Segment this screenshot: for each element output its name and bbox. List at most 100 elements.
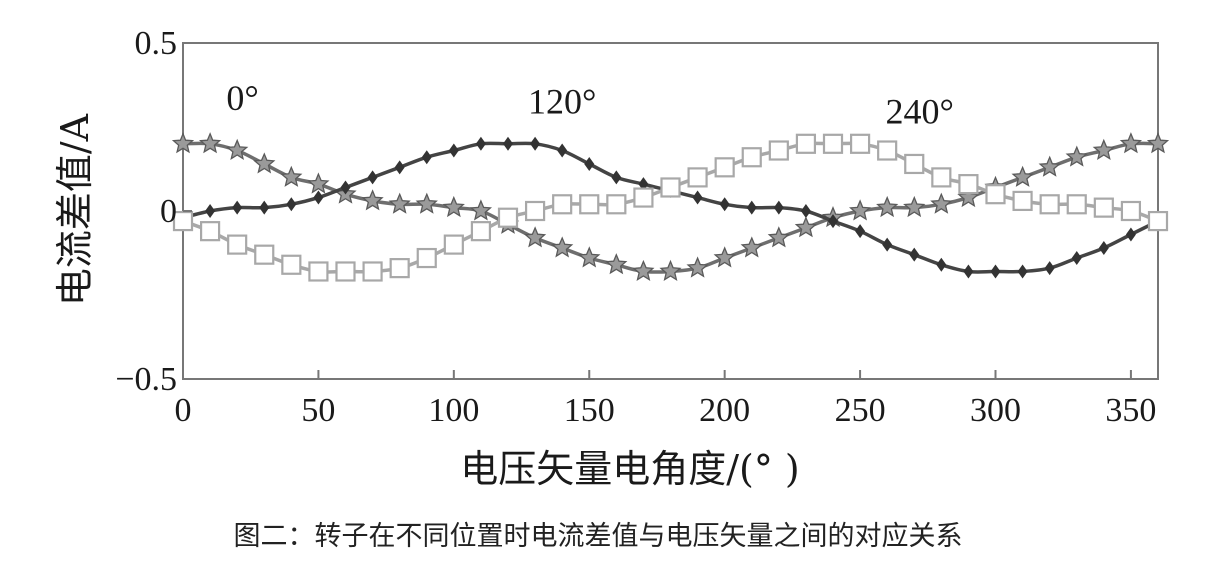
data-point: [1092, 138, 1115, 160]
data-point: [198, 132, 222, 154]
data-point: [1147, 210, 1169, 232]
x-tick-label: 250: [835, 392, 886, 429]
data-point: [1119, 132, 1143, 154]
data-point: [692, 190, 703, 205]
data-point: [199, 221, 221, 242]
data-point: [259, 200, 270, 215]
data-point: [795, 133, 817, 154]
data-point: [340, 180, 351, 195]
series-square: [172, 133, 1169, 282]
data-point: [1044, 261, 1055, 276]
data-point: [1012, 190, 1033, 212]
data-point: [1098, 240, 1109, 255]
figure-caption: 图二：转子在不同位置时电流差值与电压矢量之间的对应关系: [234, 521, 963, 552]
data-point: [686, 256, 709, 278]
data-point: [1066, 194, 1087, 215]
x-tick-label: 200: [699, 392, 750, 429]
data-point: [389, 258, 410, 279]
data-point: [877, 140, 898, 161]
y-tick-label: 0: [160, 193, 177, 230]
data-point: [659, 259, 682, 281]
data-point: [557, 143, 568, 158]
data-point: [990, 264, 1001, 279]
data-point: [882, 237, 893, 252]
data-point: [421, 150, 432, 165]
data-point: [205, 204, 216, 218]
data-point: [903, 195, 926, 218]
annotations: 0° 120° 240°: [226, 78, 953, 131]
data-point: [443, 234, 464, 255]
data-point: [442, 195, 465, 218]
data-point: [307, 172, 330, 194]
data-point: [415, 192, 438, 214]
y-tick-label: −0.5: [115, 361, 177, 398]
data-point: [931, 167, 952, 188]
data-point: [254, 244, 275, 265]
data-point: [503, 136, 513, 151]
data-point: [904, 153, 925, 175]
angle-annotation: 240°: [885, 92, 953, 132]
data-point: [660, 177, 681, 198]
data-point: [963, 264, 974, 279]
data-point: [227, 234, 248, 255]
data-point: [930, 192, 953, 214]
data-point: [388, 192, 411, 214]
data-point: [773, 200, 784, 215]
data-point: [497, 207, 519, 228]
data-point: [584, 156, 595, 171]
data-point: [1071, 251, 1082, 266]
data-point: [1038, 155, 1061, 177]
data-point: [362, 261, 383, 282]
data-point: [740, 236, 763, 258]
data-point: [985, 184, 1006, 205]
data-point: [172, 210, 194, 232]
data-point: [416, 247, 437, 269]
data-point: [171, 132, 195, 154]
data-point: [1017, 264, 1028, 279]
data-point: [741, 147, 762, 168]
data-point: [909, 247, 920, 262]
data-point: [957, 185, 980, 208]
data-point: [1146, 132, 1170, 154]
plot-frame: [182, 42, 1159, 380]
data-point: [746, 200, 757, 215]
data-point: [1011, 165, 1034, 187]
data-point: [280, 165, 303, 187]
data-point: [524, 200, 546, 222]
data-point: [530, 136, 541, 151]
data-point: [1093, 197, 1114, 218]
data-point: [605, 253, 628, 275]
data-point: [794, 216, 818, 238]
x-tick-label: 300: [970, 392, 1021, 429]
data-point: [633, 187, 654, 208]
series-diamond: [178, 136, 1163, 279]
data-point: [1125, 227, 1136, 242]
data-point: [768, 140, 789, 161]
series-line: [182, 141, 1159, 274]
data-point: [958, 174, 979, 195]
data-point: [232, 200, 243, 215]
data-point: [579, 194, 600, 215]
data-point: [226, 138, 249, 160]
x-tick-label: 0: [175, 392, 192, 429]
data-point: [1039, 194, 1060, 215]
data-point: [714, 157, 735, 178]
data-point: [936, 257, 947, 272]
data-point: [469, 199, 493, 221]
data-point: [286, 197, 297, 212]
series-line: [182, 141, 1159, 274]
x-tick-label: 100: [428, 392, 479, 429]
series-line: [182, 141, 1159, 274]
data-point: [719, 197, 730, 212]
data-point: [578, 246, 601, 268]
y-tick-label: 0.5: [135, 25, 178, 62]
data-point: [822, 133, 844, 154]
angle-annotation: 0°: [226, 78, 258, 118]
data-point: [848, 199, 872, 221]
data-point: [335, 261, 356, 282]
data-point: [611, 170, 622, 185]
data-point: [367, 170, 378, 185]
data-point: [253, 152, 276, 174]
data-point: [1120, 200, 1142, 222]
